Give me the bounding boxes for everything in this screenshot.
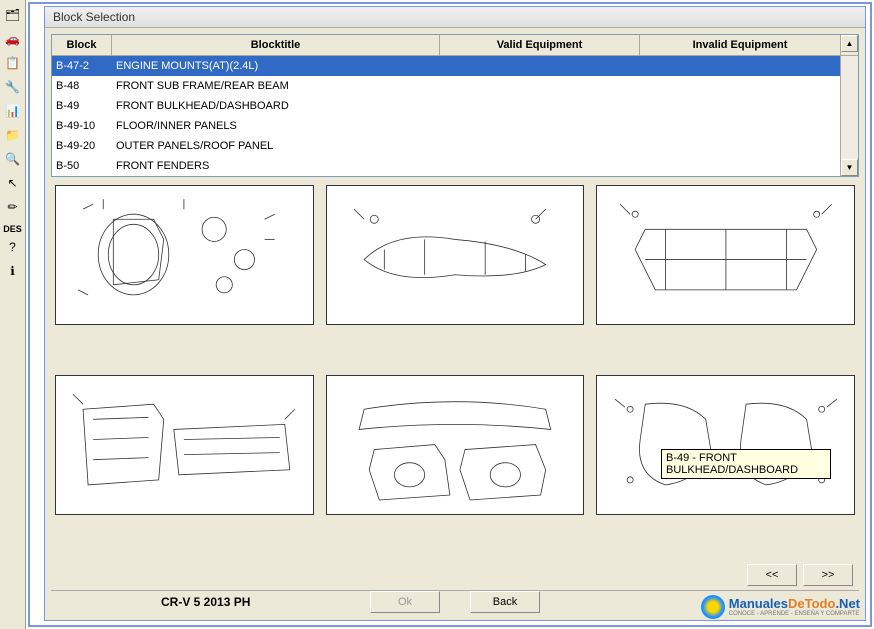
thumbnail-grid: B-49 - FRONT BULKHEAD/DASHBOARD	[51, 177, 859, 560]
block-table: Block Blocktitle Valid Equipment Invalid…	[51, 34, 859, 177]
cell-block: B-49	[52, 98, 112, 114]
col-invalid[interactable]: Invalid Equipment	[640, 35, 840, 55]
vehicle-label: CR-V 5 2013 PH	[161, 595, 250, 609]
watermark: ManualesDeTodo.Net CONOCE - APRENDE - EN…	[701, 595, 860, 619]
table-row[interactable]: B-47-2 ENGINE MOUNTS(AT)(2.4L)	[52, 56, 840, 76]
cell-title: FLOOR/INNER PANELS	[112, 118, 440, 134]
prev-page-button[interactable]: <<	[747, 564, 797, 586]
block-selection-window: Block Selection Block Blocktitle Valid E…	[44, 6, 866, 621]
col-block[interactable]: Block	[52, 35, 112, 55]
thumbnail-b48[interactable]	[326, 185, 585, 325]
toolbar-icon-4[interactable]: 🔧	[3, 77, 23, 97]
table-body: B-47-2 ENGINE MOUNTS(AT)(2.4L) B-48 FRON…	[52, 56, 840, 176]
scroll-down-icon[interactable]: ▼	[841, 159, 858, 176]
table-row[interactable]: B-49-20 OUTER PANELS/ROOF PANEL	[52, 136, 840, 156]
thumbnail-b49[interactable]	[596, 185, 855, 325]
col-blocktitle[interactable]: Blocktitle	[112, 35, 440, 55]
toolbar-icon-info[interactable]: ℹ	[3, 261, 23, 281]
scroll-up-icon[interactable]: ▲	[840, 35, 858, 55]
table-row[interactable]: B-48 FRONT SUB FRAME/REAR BEAM	[52, 76, 840, 96]
thumbnail-b49-10[interactable]	[55, 375, 314, 515]
toolbar-icon-7[interactable]: 🔍	[3, 149, 23, 169]
back-button[interactable]: Back	[470, 591, 540, 613]
wm-brand-a: Manuales	[729, 596, 788, 611]
table-row[interactable]: B-49 FRONT BULKHEAD/DASHBOARD	[52, 96, 840, 116]
thumbnail-b47-2[interactable]	[55, 185, 314, 325]
next-page-button[interactable]: >>	[803, 564, 853, 586]
col-valid[interactable]: Valid Equipment	[440, 35, 640, 55]
page-nav: << >>	[51, 560, 859, 590]
cell-block: B-49-20	[52, 138, 112, 154]
toolbar-icon-8[interactable]: ↖	[3, 173, 23, 193]
wm-tagline: CONOCE - APRENDE - ENSEÑA Y COMPARTE	[729, 611, 860, 618]
cell-block: B-47-2	[52, 58, 112, 74]
vertical-scrollbar[interactable]: ▼	[840, 56, 858, 176]
left-toolbar: 🗂 🚗 📋 🔧 📊 📁 🔍 ↖ ✏ DES ? ℹ	[0, 0, 26, 629]
toolbar-icon-1[interactable]: 🗂	[3, 5, 23, 25]
table-row[interactable]: B-49-10 FLOOR/INNER PANELS	[52, 116, 840, 136]
wm-brand-c: .Net	[835, 596, 860, 611]
wm-brand-b: DeTodo	[788, 596, 835, 611]
watermark-logo-icon	[701, 595, 725, 619]
ok-button[interactable]: Ok	[370, 591, 440, 613]
cell-block: B-49-10	[52, 118, 112, 134]
cell-title: FRONT BULKHEAD/DASHBOARD	[112, 98, 440, 114]
toolbar-icon-6[interactable]: 📁	[3, 125, 23, 145]
toolbar-icon-2[interactable]: 🚗	[3, 29, 23, 49]
toolbar-icon-9[interactable]: ✏	[3, 197, 23, 217]
cell-title: FRONT FENDERS	[112, 158, 440, 174]
table-header: Block Blocktitle Valid Equipment Invalid…	[52, 35, 858, 56]
table-row[interactable]: B-50 FRONT FENDERS	[52, 156, 840, 176]
thumbnail-b50[interactable]	[596, 375, 855, 515]
cell-block: B-48	[52, 78, 112, 94]
thumbnail-tooltip: B-49 - FRONT BULKHEAD/DASHBOARD	[661, 449, 831, 479]
toolbar-icon-help[interactable]: ?	[3, 237, 23, 257]
window-title: Block Selection	[45, 7, 865, 28]
cell-title: ENGINE MOUNTS(AT)(2.4L)	[112, 58, 440, 74]
toolbar-icon-3[interactable]: 📋	[3, 53, 23, 73]
cell-title: FRONT SUB FRAME/REAR BEAM	[112, 78, 440, 94]
thumbnail-b49-20[interactable]	[326, 375, 585, 515]
toolbar-des-label[interactable]: DES	[0, 224, 25, 234]
cell-block: B-50	[52, 158, 112, 174]
cell-title: OUTER PANELS/ROOF PANEL	[112, 138, 440, 154]
toolbar-icon-5[interactable]: 📊	[3, 101, 23, 121]
